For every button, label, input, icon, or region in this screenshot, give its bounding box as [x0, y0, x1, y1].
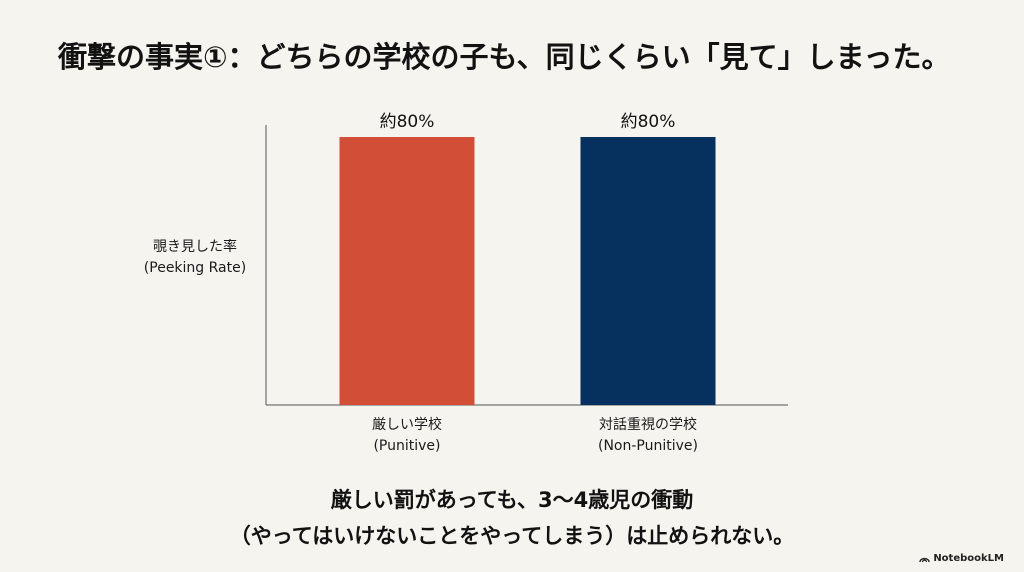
- x-tick-label-non-punitive-line1: 対話重視の学校: [599, 417, 697, 433]
- notebooklm-logo-icon: [919, 557, 931, 562]
- x-tick-label-non-punitive: 対話重視の学校 (Non-Punitive): [548, 415, 748, 457]
- y-axis-label: 覗き見した率 (Peeking Rate): [120, 237, 270, 279]
- y-axis-label-line1: 覗き見した率: [153, 239, 237, 255]
- slide-title: 衝撃の事実①：どちらの学校の子も、同じくらい「見て」しまった。: [58, 40, 951, 74]
- x-tick-label-punitive-line1: 厳しい学校: [372, 417, 442, 433]
- bar-non-punitive: [580, 137, 716, 405]
- slide-caption: 厳しい罰があっても、3〜4歳児の衝動 （やってはいけないことをやってしまう）は止…: [0, 482, 1024, 554]
- y-axis-label-line2: (Peeking Rate): [143, 260, 247, 276]
- brand-watermark: NotebookLM: [919, 553, 1004, 564]
- x-tick-label-punitive: 厳しい学校 (Punitive): [307, 415, 507, 457]
- caption-line1: 厳しい罰があっても、3〜4歳児の衝動: [330, 488, 694, 512]
- brand-name: NotebookLM: [933, 553, 1004, 564]
- bar-value-label-non-punitive: 約80%: [621, 112, 676, 132]
- bar-punitive: [339, 137, 475, 405]
- caption-line2: （やってはいけないことをやってしまう）は止められない。: [229, 524, 795, 548]
- x-tick-label-punitive-line2: (Punitive): [373, 438, 441, 454]
- bar-value-label-punitive: 約80%: [380, 112, 435, 132]
- x-tick-label-non-punitive-line2: (Non-Punitive): [598, 438, 698, 454]
